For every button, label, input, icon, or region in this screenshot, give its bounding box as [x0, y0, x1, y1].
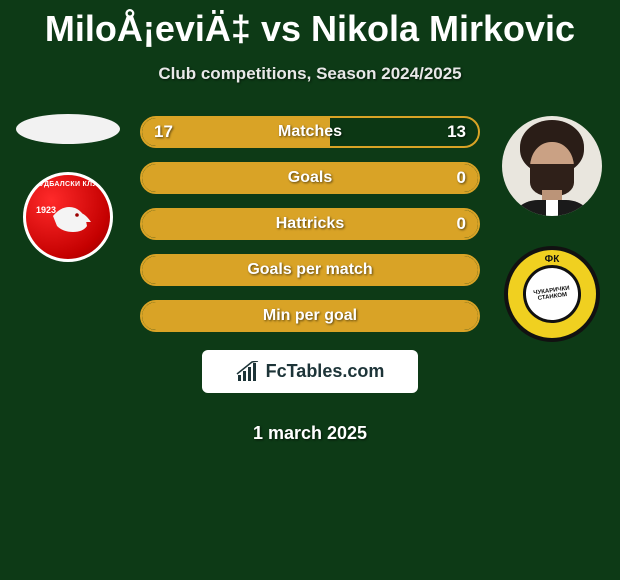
left-column: ФУДБАЛСКИ КЛУБ 1923 — [8, 114, 128, 444]
player-right-team-badge: ФК ЧУКАРИЧКИ СТАНКОМ — [504, 246, 600, 342]
stat-right-value: 13 — [447, 122, 466, 142]
stat-row-hattricks: Hattricks 0 — [140, 208, 480, 240]
player-right-photo — [502, 116, 602, 216]
stat-right-value: 0 — [457, 214, 466, 234]
photo-stripe — [546, 200, 558, 216]
brand-text: FcTables.com — [266, 361, 385, 382]
stats-column: 17 Matches 13 Goals 0 Hattricks 0 Goals … — [128, 114, 492, 444]
badge-left-toptext: ФУДБАЛСКИ КЛУБ — [26, 181, 110, 188]
player-left-photo-placeholder — [16, 114, 120, 144]
stat-label: Hattricks — [276, 215, 344, 233]
footer-date: 1 march 2025 — [253, 423, 367, 444]
stat-row-matches: 17 Matches 13 — [140, 116, 480, 148]
page-title: MiloÅ¡eviÄ‡ vs Nikola Mirkovic — [0, 0, 620, 50]
right-column: ФК ЧУКАРИЧКИ СТАНКОМ — [492, 114, 612, 444]
comparison-layout: ФУДБАЛСКИ КЛУБ 1923 17 Matches 13 Goals … — [0, 114, 620, 444]
stat-left-value: 17 — [154, 122, 173, 142]
stat-row-goals: Goals 0 — [140, 162, 480, 194]
brand-box[interactable]: FcTables.com — [202, 350, 418, 393]
eagle-icon — [33, 182, 103, 252]
stat-label: Goals per match — [247, 261, 372, 279]
stat-row-mpg: Min per goal — [140, 300, 480, 332]
stat-label: Min per goal — [263, 307, 357, 325]
stat-label: Matches — [278, 123, 342, 141]
brand-chart-icon — [236, 361, 260, 383]
badge-left-year: 1923 — [36, 205, 56, 215]
badge-right-inner: ЧУКАРИЧКИ СТАНКОМ — [519, 261, 585, 327]
stat-row-gpm: Goals per match — [140, 254, 480, 286]
stat-right-value: 0 — [457, 168, 466, 188]
badge-right-fk: ФК — [543, 254, 562, 265]
page-subtitle: Club competitions, Season 2024/2025 — [0, 64, 620, 84]
stat-label: Goals — [288, 169, 332, 187]
player-left-team-badge: ФУДБАЛСКИ КЛУБ 1923 — [23, 172, 113, 262]
